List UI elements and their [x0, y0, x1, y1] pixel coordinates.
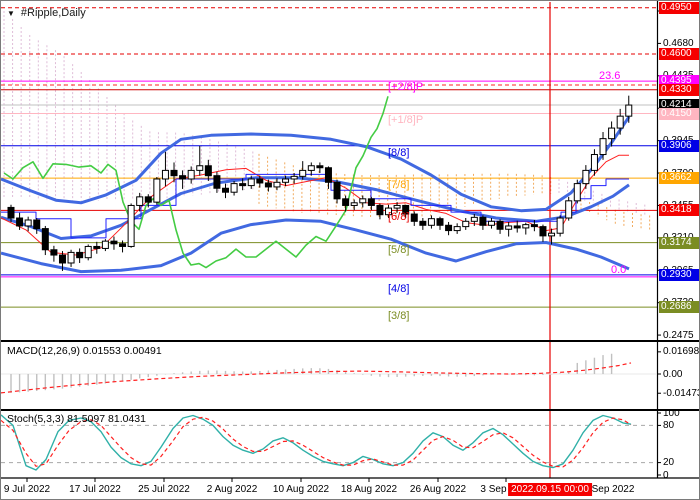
candle-body	[76, 251, 84, 259]
macd-value-1: 0.01553	[82, 345, 121, 357]
ichimoku-chikou	[3, 96, 389, 269]
stoch-name: Stoch(5,3,3)	[7, 413, 65, 425]
candle-body	[590, 154, 598, 171]
candle-body	[41, 228, 49, 251]
candle-body	[333, 181, 341, 200]
candle-body	[350, 202, 358, 206]
candle-body	[84, 245, 92, 259]
candle-body	[101, 240, 109, 249]
candle-body	[385, 207, 393, 216]
candle-body	[161, 169, 169, 180]
candle-body	[402, 204, 410, 215]
stoch-value-1: 81.5097	[67, 413, 106, 425]
candle-body	[247, 178, 255, 187]
candle-body	[608, 127, 616, 140]
macd-signal-line	[1, 362, 632, 394]
chevron-down-icon[interactable]: ▼	[7, 8, 15, 18]
candle-body	[496, 220, 504, 230]
candle-body	[316, 165, 324, 169]
symbol-title: ▼ #Ripple,Daily	[7, 7, 86, 19]
stoch-indicator-label: Stoch(5,3,3) 81.5097 81.0431	[7, 413, 146, 425]
candle-body	[445, 224, 453, 232]
candle-body	[196, 165, 204, 171]
candle-body	[324, 167, 332, 183]
candle-body	[479, 216, 487, 226]
macd-value-2: 0.00491	[123, 345, 162, 357]
candle-body	[187, 169, 195, 180]
candle-body	[213, 175, 221, 189]
candle-body	[539, 226, 547, 237]
candle-body	[599, 138, 607, 156]
candle-body	[204, 165, 212, 177]
candle-body	[565, 200, 573, 219]
candle-body	[530, 224, 538, 228]
candle-body	[470, 216, 478, 222]
candle-body	[264, 182, 272, 188]
candle-body	[419, 220, 427, 226]
macd-indicator-label: MACD(12,26,9) 0.01553 0.00491	[7, 345, 162, 357]
candle-body	[453, 226, 461, 232]
candle-body	[67, 251, 75, 264]
candle-body	[282, 178, 290, 183]
candle-body	[436, 218, 444, 226]
candle-body	[367, 198, 375, 206]
candle-body	[136, 196, 144, 206]
candle-body	[93, 245, 101, 249]
ichimoku-cloud-future-a	[558, 178, 646, 215]
candle-body	[239, 183, 247, 187]
macd-name: MACD(12,26,9)	[7, 345, 80, 357]
bollinger-upper	[1, 115, 631, 213]
stoch-value-2: 81.0431	[108, 413, 146, 425]
candle-body	[290, 175, 298, 180]
candle-body	[487, 220, 495, 226]
ichimoku-cloud-future-b	[580, 199, 651, 231]
candle-body	[522, 224, 530, 229]
candle-body	[127, 204, 135, 247]
candle-body	[573, 183, 581, 202]
bollinger-lower	[1, 218, 630, 274]
stoch-k-line	[1, 414, 632, 471]
candle-body	[24, 219, 32, 227]
stoch-layer	[1, 414, 657, 471]
candle-body	[179, 175, 187, 180]
candle-body	[273, 181, 281, 188]
candle-body	[50, 249, 58, 256]
candle-body	[153, 178, 161, 203]
candle-body	[119, 243, 127, 247]
candle-body	[376, 204, 384, 216]
candle-body	[16, 217, 24, 227]
candle-body	[299, 169, 307, 177]
candle-body	[625, 104, 633, 117]
candle-body	[548, 232, 556, 237]
candle-body	[410, 213, 418, 222]
candle-body	[513, 225, 521, 229]
candle-body	[33, 219, 41, 230]
candle-body	[307, 165, 315, 171]
candle-body	[582, 169, 590, 185]
candle-body	[7, 206, 15, 219]
stoch-d-line	[1, 416, 632, 468]
candle-body	[616, 115, 624, 129]
plot-layer	[1, 2, 657, 478]
macd-layer	[1, 353, 657, 394]
candle-body	[359, 198, 367, 204]
candle-body	[505, 225, 513, 230]
candle-body	[170, 169, 178, 177]
candle-body	[230, 183, 238, 193]
symbol-label: #Ripple,Daily	[20, 7, 86, 19]
candle-body	[556, 217, 564, 234]
candles-layer	[7, 95, 633, 271]
candle-body	[222, 187, 229, 193]
candle-body	[110, 240, 118, 245]
candle-body	[58, 254, 66, 264]
candle-body	[256, 178, 264, 184]
ichimoku-tenkan	[1, 154, 629, 256]
candle-body	[427, 218, 435, 226]
candle-body	[342, 198, 350, 206]
candle-body	[462, 220, 470, 228]
candle-body	[393, 204, 401, 209]
candle-body	[144, 196, 152, 203]
